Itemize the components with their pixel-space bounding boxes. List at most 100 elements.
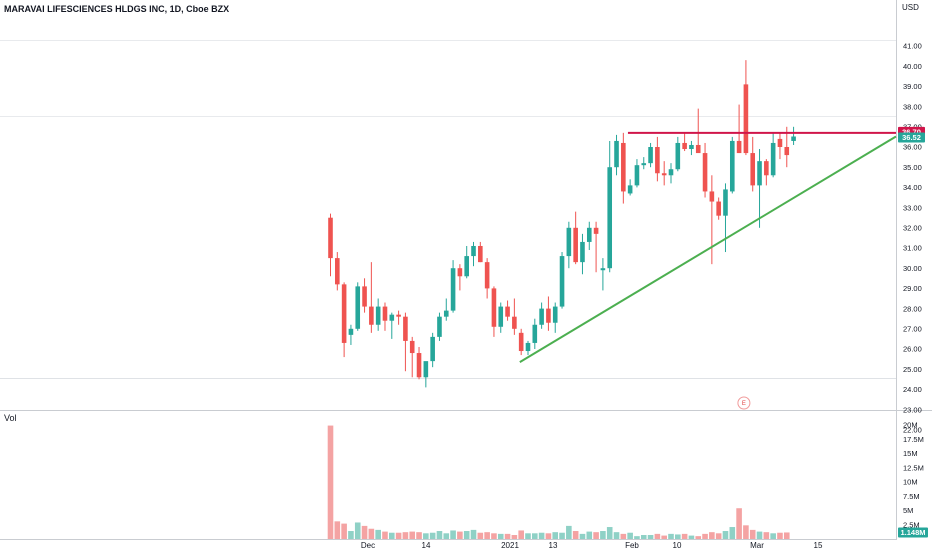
- price-tick-label: 28.00: [903, 304, 922, 313]
- candle-body: [484, 262, 490, 289]
- candle-body: [369, 306, 374, 325]
- volume-bar: [688, 535, 695, 539]
- volume-bar: [361, 525, 368, 539]
- volume-bar: [354, 522, 361, 539]
- candle-body: [423, 361, 429, 378]
- volume-bar: [593, 532, 599, 539]
- candle-body: [382, 306, 388, 321]
- volume-pane-label: Vol: [4, 413, 17, 423]
- candle-body: [546, 308, 551, 323]
- volume-bar: [457, 531, 463, 539]
- candle-body: [539, 308, 544, 325]
- resistance-price-tag: 36.70: [902, 128, 921, 137]
- candle-body: [389, 314, 395, 321]
- candle-body: [443, 310, 449, 317]
- volume-axis: 20M 17.5M 15M 12.5M 10M 7.5M 5M 2.5M: [903, 421, 924, 530]
- time-axis[interactable]: Dec 14 2021 13 Feb 10 Mar 15: [361, 541, 823, 550]
- volume-tick-label: 10M: [903, 478, 918, 487]
- volume-bar: [450, 530, 456, 539]
- candle-body: [355, 286, 361, 329]
- volume-bar: [348, 531, 354, 539]
- candle-body: [695, 144, 701, 154]
- volume-bar: [525, 533, 531, 539]
- price-tick-label: 29.00: [903, 284, 922, 293]
- candle-body: [430, 336, 435, 362]
- candle-body: [600, 268, 606, 271]
- candle-body: [709, 191, 715, 202]
- volume-bar: [532, 533, 538, 539]
- last-price-tag: 36.52: [902, 133, 921, 142]
- time-tick-label: Feb: [625, 541, 639, 550]
- candle-body: [770, 142, 776, 176]
- volume-bar: [477, 532, 484, 539]
- volume-bar: [572, 531, 579, 539]
- candle-body: [675, 142, 681, 170]
- candle-body: [416, 353, 422, 378]
- candle-body: [450, 268, 456, 311]
- volume-bar: [606, 527, 613, 539]
- volume-bar: [729, 527, 736, 539]
- candle-body: [348, 328, 354, 335]
- earnings-marker-label: E: [742, 401, 746, 407]
- volume-bar: [749, 529, 756, 539]
- volume-bar: [640, 535, 647, 539]
- volume-bar: [552, 532, 559, 539]
- candle-body: [702, 153, 708, 192]
- price-axis[interactable]: 41.0040.0039.0038.0037.0036.0035.0034.00…: [903, 42, 922, 435]
- volume-bar: [783, 532, 790, 539]
- candle-body: [525, 342, 531, 352]
- price-tick-label: 30.00: [903, 264, 922, 273]
- price-tick-label: 38.00: [903, 102, 922, 111]
- candle-body: [736, 140, 742, 154]
- candle-body: [512, 316, 517, 329]
- volume-bar: [388, 532, 395, 539]
- volume-bar: [661, 535, 667, 539]
- price-tick-label: 22.00: [903, 426, 922, 435]
- volume-bar: [770, 533, 776, 539]
- time-tick-label: 13: [549, 541, 558, 550]
- volume-tick-label: 5M: [903, 506, 913, 515]
- volume-bar: [504, 533, 511, 539]
- price-tick-label: 25.00: [903, 365, 922, 374]
- candle-body: [457, 268, 463, 277]
- candle-body: [784, 147, 790, 156]
- volume-bar: [334, 521, 341, 539]
- volume-bar: [695, 536, 702, 539]
- candle-body: [403, 316, 408, 341]
- price-tick-label: 23.00: [903, 405, 922, 414]
- volume-bar: [579, 533, 586, 539]
- candle-body: [648, 147, 653, 164]
- volume-bar: [368, 528, 375, 539]
- candle-body: [532, 324, 538, 343]
- candle-body: [621, 142, 626, 192]
- time-tick-label: 2021: [501, 541, 519, 550]
- drawing-layer[interactable]: E: [519, 131, 897, 410]
- earnings-marker-icon: [737, 396, 751, 410]
- candle-body: [661, 173, 667, 176]
- volume-bar: [777, 532, 783, 539]
- time-tick-label: 10: [673, 541, 682, 550]
- candle-body: [607, 167, 613, 269]
- volume-bar: [538, 532, 545, 539]
- volume-tick-label: 15M: [903, 449, 918, 458]
- volume-bar: [566, 525, 572, 539]
- volume-bar: [545, 533, 552, 539]
- volume-bar: [429, 532, 436, 539]
- candle-body: [614, 140, 619, 168]
- volume-bar: [559, 532, 565, 539]
- volume-bar: [423, 533, 429, 539]
- candle-body: [580, 241, 585, 263]
- price-tick-label: 33.00: [903, 203, 922, 212]
- volume-bar: [654, 533, 661, 539]
- volume-bar: [715, 533, 722, 539]
- volume-bar: [511, 535, 518, 539]
- candle-body: [593, 227, 599, 234]
- chart-title: MARAVAI LIFESCIENCES HLDGS INC, 1D, Cboe…: [4, 4, 230, 14]
- volume-bar: [722, 531, 729, 539]
- price-tick-label: 39.00: [903, 82, 922, 91]
- volume-bar: [402, 532, 409, 539]
- candle-body: [716, 201, 721, 216]
- candle-body: [341, 284, 347, 343]
- candle-body: [641, 163, 647, 166]
